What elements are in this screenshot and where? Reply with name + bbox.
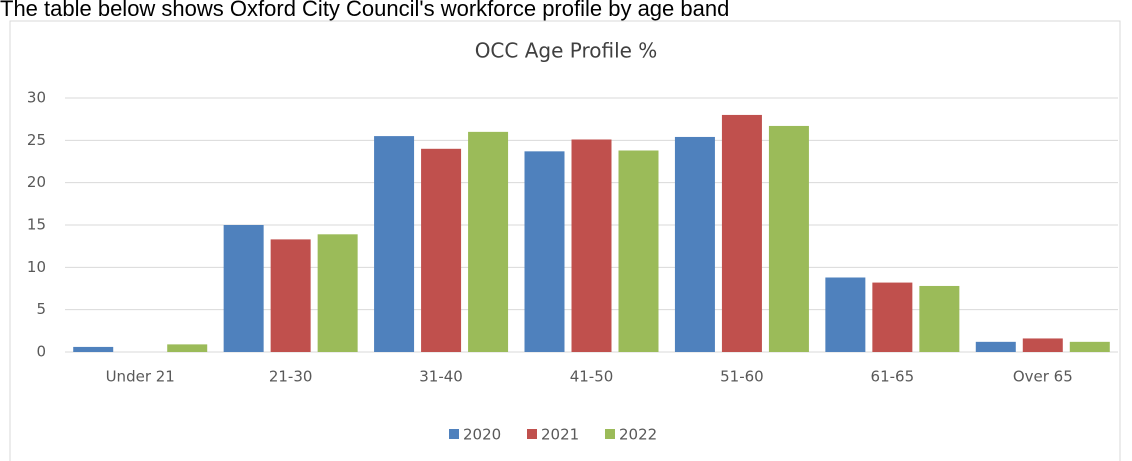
bar [73,346,114,352]
bar [825,277,866,352]
legend-swatch [527,429,537,439]
chart-border [9,20,1121,461]
bar [721,114,762,352]
x-tick-label: 31-40 [419,368,463,386]
bar [374,136,415,352]
bar [872,282,913,352]
legend-label: 2020 [463,426,501,444]
y-tick-label: 20 [27,173,46,191]
y-tick-label: 0 [36,343,46,361]
y-tick-label: 10 [27,258,46,276]
bar [223,225,264,352]
x-tick-label: Under 21 [106,368,175,386]
y-tick-label: 25 [27,131,46,149]
bar [1022,338,1063,352]
legend-swatch [605,429,615,439]
bar [919,285,960,352]
intro-text: The table below shows Oxford City Counci… [0,0,729,21]
x-tick-label: 21-30 [269,368,313,386]
y-tick-label: 15 [27,216,46,234]
x-tick-label: 51-60 [720,368,764,386]
bar [674,136,715,352]
bar [1069,341,1110,352]
x-tick-label: Over 65 [1013,368,1073,386]
bar [421,148,462,352]
x-tick-label: 41-50 [570,368,614,386]
y-tick-label: 30 [27,89,46,107]
bar [317,234,358,352]
legend-label: 2022 [619,426,657,444]
x-tick-label: 61-65 [871,368,915,386]
bar [167,344,208,352]
bar [571,139,612,352]
legend-swatch [449,429,459,439]
bar [270,239,311,352]
bar [618,150,659,352]
legend-label: 2021 [541,426,579,444]
y-tick-label: 5 [36,300,46,318]
chart-title: OCC Age Profile % [475,39,658,63]
bar [468,131,509,352]
bar [768,125,809,352]
bar [524,151,565,352]
bar [975,341,1016,352]
